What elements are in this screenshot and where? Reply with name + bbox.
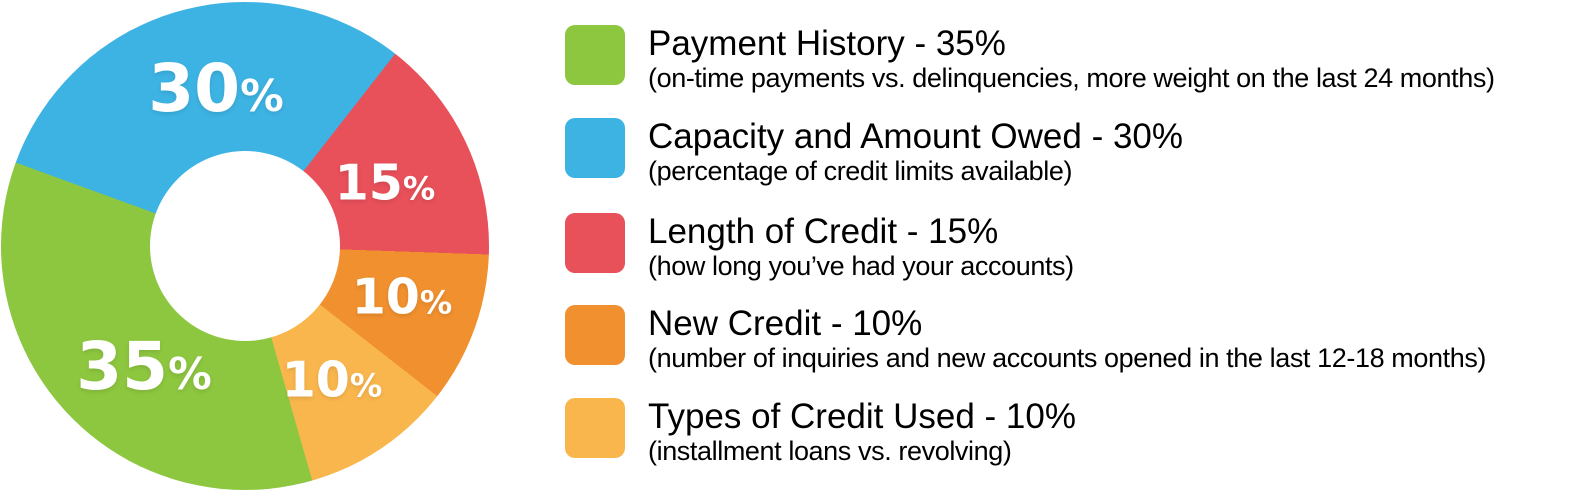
- legend-item-capacity-amount-owed: Capacity and Amount Owed - 30% (percenta…: [565, 118, 1183, 186]
- legend-title: Capacity and Amount Owed - 30%: [648, 117, 1184, 156]
- percent-sign: %: [349, 366, 383, 405]
- legend-item-length-of-credit: Length of Credit - 15% (how long you’ve …: [565, 213, 1074, 281]
- slice-label-length-15: 15%: [335, 159, 436, 208]
- legend-swatch-length-of-credit: [565, 213, 625, 273]
- legend-subtitle: (how long you’ve had your accounts): [648, 251, 1074, 281]
- slice-label-capacity-30: 30%: [148, 56, 284, 122]
- slice-value: 10: [351, 268, 420, 326]
- legend-item-payment-history: Payment History - 35% (on-time payments …: [565, 25, 1495, 93]
- legend-title: Length of Credit - 15%: [648, 212, 999, 251]
- legend-swatch-capacity-amount-owed: [565, 118, 625, 178]
- credit-factors-donut-chart: 30% 15% 10% 10% 35%: [0, 0, 491, 491]
- legend-swatch-types-of-credit-used: [565, 398, 625, 458]
- legend-subtitle: (on-time payments vs. delinquencies, mor…: [648, 63, 1495, 93]
- percent-sign: %: [402, 169, 436, 208]
- legend-swatch-new-credit: [565, 305, 625, 365]
- donut-hole: [150, 151, 340, 341]
- legend-subtitle: (number of inquiries and new accounts op…: [648, 343, 1487, 373]
- slice-label-new-credit-10: 10%: [352, 273, 453, 322]
- legend-item-new-credit: New Credit - 10% (number of inquiries an…: [565, 305, 1486, 373]
- slice-label-types-credit-10: 10%: [282, 356, 383, 405]
- slice-value: 10: [281, 351, 350, 409]
- legend-subtitle: (percentage of credit limits available): [648, 156, 1073, 186]
- percent-sign: %: [240, 72, 284, 122]
- legend-title: New Credit - 10%: [648, 304, 923, 343]
- slice-value: 35: [76, 328, 169, 405]
- slice-value: 15: [334, 154, 403, 212]
- percent-sign: %: [419, 283, 453, 322]
- legend-title: Payment History - 35%: [648, 24, 1006, 63]
- slice-value: 30: [148, 50, 241, 127]
- legend-subtitle: (installment loans vs. revolving): [648, 436, 1012, 466]
- percent-sign: %: [168, 350, 212, 400]
- slice-label-payment-history-35: 35%: [76, 334, 212, 400]
- legend-item-types-of-credit-used: Types of Credit Used - 10% (installment …: [565, 398, 1076, 466]
- legend-swatch-payment-history: [565, 25, 625, 85]
- legend-title: Types of Credit Used - 10%: [648, 397, 1076, 436]
